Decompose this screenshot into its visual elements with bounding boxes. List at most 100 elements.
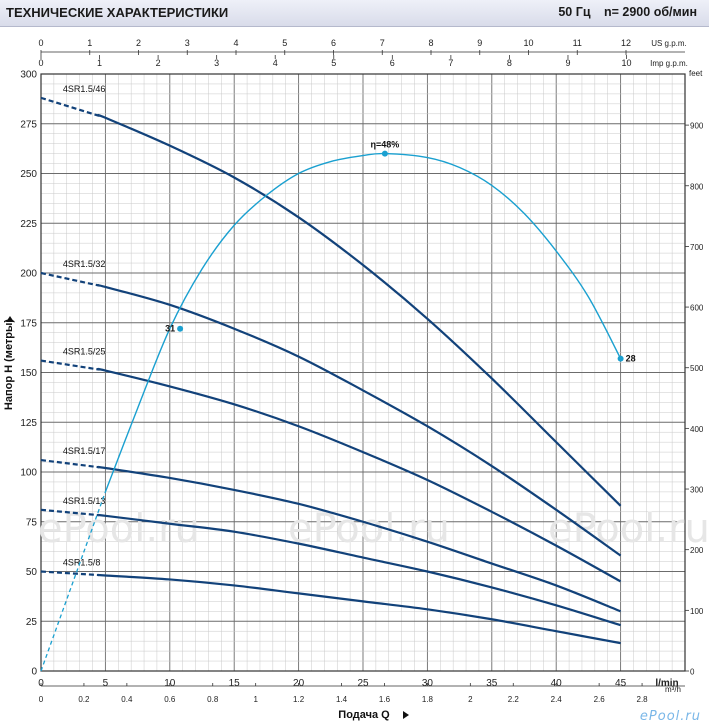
curve-dashed-segment [40,570,100,577]
y-tick-label: 275 [20,119,37,130]
m3h-tick-label: 2.2 [508,695,520,704]
y-tick-label: 75 [26,517,38,528]
y-axis-label: Напор H (метры) [3,319,15,410]
watermark-group: ePool.ru ePool.ru ePool.ru [38,506,709,552]
curve-label: 4SR1.5/32 [63,259,106,269]
feet-tick-label: 400 [690,425,704,434]
curve-label: 4SR1.5/46 [63,84,106,94]
curve-label: 4SR1.5/25 [63,347,106,357]
site-logo: ePool.ru [639,709,701,724]
curve-label: 4SR1.5/8 [63,558,101,568]
m3h-unit-label: m³/h [665,685,681,694]
y-tick-label: 150 [20,368,37,379]
efficiency-curve-dashed [40,491,107,672]
imp-gpm-tick-label: 8 [507,58,512,68]
us-gpm-tick-label: 7 [380,38,385,48]
imp-gpm-tick-label: 10 [622,58,632,68]
watermark-text: ePool.ru [548,506,709,552]
curve-dashed-segment [40,508,100,517]
feet-tick-label: 600 [690,304,704,313]
x-axis-label: Подача Q [338,709,390,721]
watermark-text: ePool.ru [38,506,200,552]
efficiency-peak-label: η=48% [371,140,400,150]
chart-header-title: ТЕХНИЧЕСКИЕ ХАРАКТЕРИСТИКИ [6,5,229,20]
x-tick-label: 15 [229,678,241,689]
m3h-tick-label: 2 [468,695,473,704]
curve-dashed-segment [40,96,100,117]
curve-4sr1-5-13 [97,513,621,627]
us-gpm-tick-label: 2 [136,38,141,48]
curve-4sr1-5-8 [97,573,621,645]
us-gpm-tick-label: 0 [38,38,43,48]
m3h-tick-label: 0.2 [78,695,90,704]
m3h-tick-label: 0 [39,695,44,704]
title-bar: ТЕХНИЧЕСКИЕ ХАРАКТЕРИСТИКИ 50 Гц n= 2900… [0,0,709,27]
x-tick-label: 25 [357,678,369,689]
y-tick-label: 25 [26,617,38,628]
imp-gpm-unit-label: Imp g.p.m. [650,59,688,68]
x-axis-arrow-icon [403,711,409,719]
feet-tick-label: 700 [690,243,704,252]
y-tick-label: 175 [20,318,37,329]
y-tick-label: 300 [20,70,37,81]
x-unit-label: l/min [655,678,678,689]
frequency-label: 50 Гц [558,5,591,19]
us-gpm-tick-label: 11 [573,38,582,48]
x-tick-label: 35 [486,678,498,689]
y-axis-arrow-icon [6,316,14,322]
imp-gpm-tick-label: 5 [331,58,336,68]
curve-dashed-segment [40,271,100,287]
curve-4sr1-5-17 [97,465,622,613]
us-gpm-tick-label: 9 [477,38,482,48]
us-gpm-tick-label: 5 [282,38,287,48]
m3h-tick-label: 1.6 [379,695,391,704]
us-gpm-tick-label: 1 [87,38,92,48]
efficiency-marker [177,325,184,332]
speed-label: n= 2900 об/мин [604,5,697,19]
m3h-tick-label: 0.8 [207,695,219,704]
m3h-tick-label: 1.2 [293,695,305,704]
y-tick-label: 100 [20,468,37,479]
curve-label: 4SR1.5/13 [63,496,106,506]
chart-header-conditions: 50 Гц n= 2900 об/мин [548,5,697,19]
efficiency-curve [104,152,622,493]
us-gpm-unit-label: US g.p.m. [651,39,687,48]
feet-tick-label: 0 [690,668,695,677]
imp-gpm-tick-label: 1 [97,58,102,68]
us-gpm-tick-label: 10 [524,38,534,48]
chart-axes: 0255075100125150175200225250275300051015… [3,38,704,721]
curve-4sr1-5-25 [97,367,622,583]
m3h-tick-label: 2.8 [637,695,649,704]
efficiency-marker-label: 31 [165,324,175,334]
feet-tick-label: 500 [690,364,704,373]
y-tick-label: 0 [31,667,37,678]
us-gpm-tick-label: 6 [331,38,336,48]
efficiency-marker-label: 28 [626,354,636,364]
us-gpm-tick-label: 4 [233,38,238,48]
imp-gpm-tick-label: 4 [273,58,278,68]
performance-curves: 4SR1.5/46 4SR1.5/32 4SR1.5/25 4SR1.5/17 4SR1… [40,84,622,645]
feet-tick-label: 800 [690,182,704,191]
y-tick-label: 225 [20,219,37,230]
curve-dashed-segment [40,359,100,371]
curve-dashed-segment [40,458,100,469]
y-tick-label: 125 [20,418,37,429]
feet-unit-label: feet [689,69,703,78]
efficiency-marker [617,355,624,362]
m3h-tick-label: 1 [253,695,258,704]
imp-gpm-tick-label: 9 [565,58,570,68]
x-tick-label: 45 [615,678,627,689]
imp-gpm-tick-label: 3 [214,58,219,68]
imp-gpm-tick-label: 6 [390,58,395,68]
curve-label: 4SR1.5/17 [63,446,106,456]
curve-4sr1-5-46 [97,113,622,507]
x-tick-label: 5 [103,678,109,689]
watermark-text: ePool.ru [288,506,450,552]
m3h-tick-label: 2.4 [551,695,563,704]
feet-tick-label: 900 [690,122,704,131]
efficiency-marker [381,150,388,157]
plot-frame [40,73,686,672]
m3h-tick-label: 0.4 [121,695,133,704]
imp-gpm-tick-label: 2 [156,58,161,68]
